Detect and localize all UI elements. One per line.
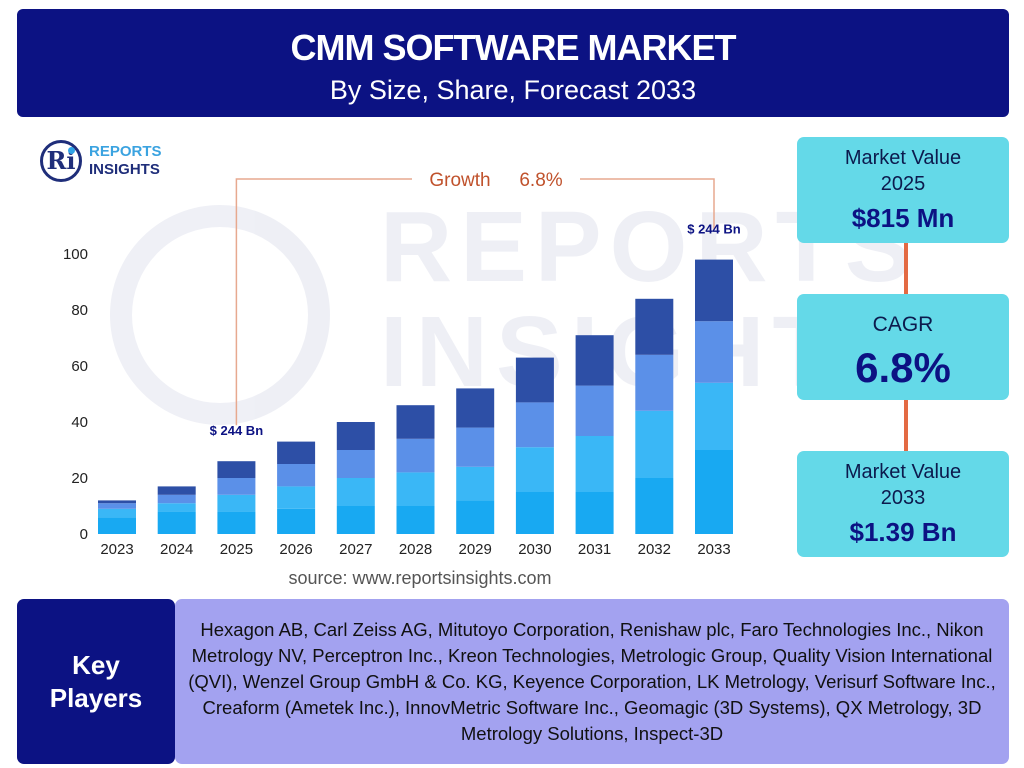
data-label: $ 244 Bn: [687, 222, 741, 237]
key-players-title: Key Players: [17, 649, 175, 715]
stat-label: CAGR: [872, 313, 934, 336]
growth-value: 6.8%: [519, 170, 562, 191]
bar-segment: [98, 503, 136, 509]
y-tick-label: 60: [71, 358, 88, 375]
logo-mark-icon: Ri: [40, 140, 82, 182]
key-players-title-line-2: Players: [49, 683, 143, 713]
bar-segment: [695, 450, 733, 534]
bar-segment: [635, 478, 674, 534]
bar-segment: [635, 298, 674, 355]
bar-segment: [98, 500, 136, 504]
bar-segment: [396, 405, 435, 439]
stat-label: Market Value 2033: [797, 459, 1009, 511]
stat-label-line-2: 2033: [880, 487, 926, 509]
stat-box-market-value-2025: Market Value 2025 $815 Mn: [797, 137, 1009, 243]
stat-label: Market Value 2025: [797, 145, 1009, 197]
stat-box-cagr: CAGR 6.8%: [797, 294, 1009, 400]
bar-segment: [456, 500, 495, 534]
page-title: CMM SOFTWARE MARKET: [290, 27, 737, 68]
x-tick-label: 2031: [578, 541, 611, 558]
bar-segment: [277, 486, 316, 509]
x-tick-label: 2024: [160, 541, 193, 558]
logo: Ri REPORTS INSIGHTS: [40, 140, 190, 184]
bar-segment: [217, 511, 256, 534]
y-tick-label: 80: [71, 302, 88, 319]
header-banner: CMM SOFTWARE MARKET By Size, Share, Fore…: [17, 9, 1009, 117]
growth-line-left: [235, 178, 412, 426]
bar-segment: [635, 354, 674, 411]
bar-segment: [695, 259, 733, 322]
x-tick-label: 2033: [697, 541, 730, 558]
bar-segment: [396, 438, 435, 473]
bar-segment: [217, 461, 256, 478]
bar-segment: [575, 492, 614, 534]
key-players-text: Hexagon AB, Carl Zeiss AG, Mitutoyo Corp…: [188, 618, 996, 744]
stat-label-line-1: Market Value: [844, 147, 962, 169]
bar-segment: [336, 478, 375, 506]
y-tick-label: 0: [80, 526, 88, 543]
x-tick-label: 2028: [399, 541, 432, 558]
growth-line-right: [580, 178, 715, 230]
bar-segment: [157, 486, 196, 495]
bar-segment: [575, 385, 614, 436]
page-subtitle: By Size, Share, Forecast 2033: [329, 75, 697, 105]
stat-label-line-1: Market Value: [844, 461, 962, 483]
x-tick-label: 2023: [100, 541, 133, 558]
bar-segment: [456, 466, 495, 501]
bar-segment: [515, 447, 554, 492]
bar-segment: [575, 335, 614, 386]
bar-segment: [217, 494, 256, 512]
stat-box-market-value-2033: Market Value 2033 $1.39 Bn: [797, 451, 1009, 557]
x-tick-label: 2025: [220, 541, 253, 558]
bar-segment: [98, 517, 136, 534]
bar-segment: [98, 508, 136, 518]
bar-segment: [575, 436, 614, 492]
bar-segment: [277, 464, 316, 487]
bar-segment: [396, 506, 435, 534]
bar-segment: [635, 410, 674, 478]
bar-segment: [157, 494, 196, 504]
logo-line-1: REPORTS: [89, 143, 162, 160]
bar-segment: [695, 321, 733, 383]
bar-segment: [695, 382, 733, 450]
bar-segment: [157, 503, 196, 512]
bar-segment: [336, 422, 375, 450]
logo-line-2: INSIGHTS: [89, 161, 160, 178]
stat-value: $815 Mn: [851, 203, 955, 233]
bar-segment: [277, 508, 316, 534]
growth-label: Growth: [429, 170, 490, 191]
bar-segment: [157, 511, 196, 534]
stat-value: $1.39 Bn: [849, 517, 957, 547]
connector-line: [904, 243, 908, 294]
bar-chart: 0 20 40 60 80 100 2023 2024 2025 2026 2027 2028 2029…: [63, 170, 741, 558]
x-tick-label: 2027: [339, 541, 372, 558]
data-label: $ 244 Bn: [210, 423, 264, 438]
bar-segment: [515, 492, 554, 534]
bar-segment: [217, 478, 256, 495]
y-tick-label: 100: [63, 246, 88, 263]
bar-segment: [515, 402, 554, 448]
bar-segment: [277, 441, 316, 464]
x-tick-label: 2029: [459, 541, 492, 558]
bar-segment: [456, 427, 495, 467]
y-tick-label: 20: [71, 470, 88, 487]
stat-value: 6.8%: [855, 344, 951, 391]
x-tick-label: 2032: [638, 541, 671, 558]
connector-line: [904, 400, 908, 451]
key-players-heading-box: Key Players: [17, 599, 175, 764]
logo-dot-icon: [68, 147, 75, 154]
y-tick-label: 40: [71, 414, 88, 431]
bar-segment: [336, 450, 375, 478]
x-tick-label: 2026: [279, 541, 312, 558]
logo-text: REPORTS INSIGHTS: [89, 143, 162, 179]
key-players-list: Hexagon AB, Carl Zeiss AG, Mitutoyo Corp…: [175, 599, 1009, 764]
source-note: source: www.reportsinsights.com: [288, 568, 552, 588]
stat-label-line-2: 2025: [880, 173, 926, 195]
key-players-title-line-1: Key: [72, 650, 120, 680]
bar-segment: [515, 357, 554, 403]
bar-segment: [336, 506, 375, 534]
bar-segment: [396, 472, 435, 506]
x-tick-label: 2030: [518, 541, 551, 558]
bar-segment: [456, 388, 495, 428]
